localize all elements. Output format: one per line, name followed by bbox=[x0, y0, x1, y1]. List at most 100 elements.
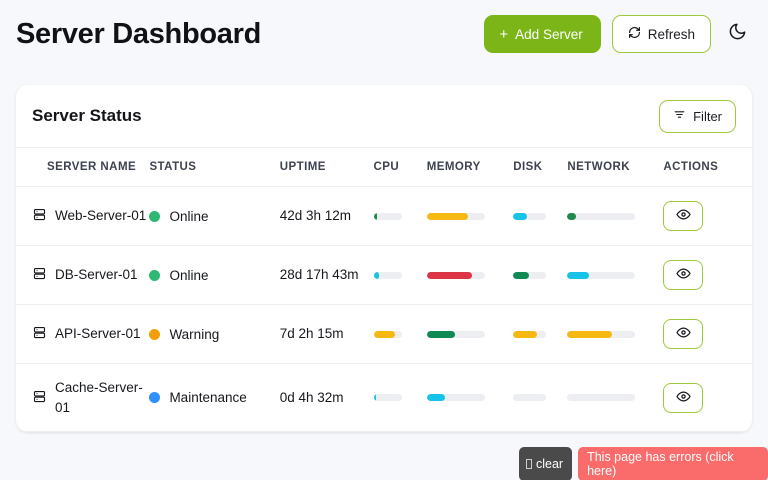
cell-status: Online bbox=[149, 186, 280, 246]
cell-network bbox=[567, 245, 664, 305]
progress-track bbox=[373, 212, 402, 220]
server-icon bbox=[32, 207, 47, 225]
cell-network bbox=[567, 186, 664, 246]
progress-fill bbox=[426, 212, 469, 220]
cell-status: Maintenance bbox=[149, 363, 280, 433]
cell-actions bbox=[663, 363, 752, 433]
table-header-row: SERVER NAME STATUS UPTIME CPU MEMORY DIS… bbox=[16, 147, 752, 187]
servers-table: SERVER NAME STATUS UPTIME CPU MEMORY DIS… bbox=[16, 147, 752, 433]
cell-uptime: 7d 2h 15m bbox=[279, 304, 374, 364]
cell-disk bbox=[513, 245, 568, 305]
add-server-button[interactable]: + Add Server bbox=[484, 15, 601, 53]
table-row[interactable]: API-Server-01 Warning 7d 2h 15m bbox=[16, 304, 752, 364]
column-header-disk: DISK bbox=[513, 147, 568, 187]
progress-track bbox=[373, 271, 402, 279]
cell-server-name: API-Server-01 bbox=[16, 304, 150, 364]
table-row[interactable]: Cache-Server-01 Maintenance 0d 4h 32m bbox=[16, 363, 752, 433]
progress-fill bbox=[373, 271, 380, 279]
cell-actions bbox=[663, 245, 752, 305]
progress-fill bbox=[373, 212, 378, 220]
cell-disk bbox=[513, 186, 568, 246]
card-title: Server Status bbox=[32, 106, 142, 125]
column-header-memory: MEMORY bbox=[426, 147, 514, 187]
cell-actions bbox=[663, 304, 752, 364]
status-dot bbox=[149, 392, 161, 404]
refresh-icon bbox=[628, 26, 641, 42]
progress-track bbox=[513, 394, 547, 402]
cell-status: Online bbox=[149, 245, 280, 305]
error-clear-button[interactable]: clear bbox=[519, 447, 573, 480]
theme-toggle-button[interactable] bbox=[722, 19, 752, 49]
column-header-cpu: CPU bbox=[373, 147, 427, 187]
status-label: Warning bbox=[169, 326, 220, 342]
progress-track bbox=[567, 212, 636, 220]
cell-cpu bbox=[373, 245, 427, 305]
status-label: Maintenance bbox=[169, 390, 247, 406]
uptime-text: 42d 3h 12m bbox=[279, 208, 352, 224]
cell-network bbox=[567, 304, 664, 364]
table-body: Web-Server-01 Online 42d 3h 12m DB-Server-0… bbox=[16, 186, 752, 433]
column-header-server-name: SERVER NAME bbox=[16, 147, 150, 187]
view-server-button[interactable] bbox=[663, 260, 704, 290]
progress-fill bbox=[426, 271, 472, 279]
progress-track bbox=[513, 212, 547, 220]
status-label: Online bbox=[169, 267, 209, 283]
column-header-actions: ACTIONS bbox=[663, 147, 752, 187]
error-message-button[interactable]: This page has errors (click here) bbox=[578, 447, 768, 480]
card-header: Server Status Filter bbox=[16, 85, 752, 147]
cell-cpu bbox=[373, 363, 427, 433]
progress-track bbox=[513, 271, 547, 279]
view-server-button[interactable] bbox=[663, 319, 704, 349]
view-server-button[interactable] bbox=[663, 382, 704, 413]
status-dot bbox=[149, 269, 161, 281]
table-row[interactable]: DB-Server-01 Online 28d 17h 43m bbox=[16, 245, 752, 305]
refresh-button[interactable]: Refresh bbox=[611, 15, 711, 53]
progress-fill bbox=[513, 271, 530, 279]
plus-icon: + bbox=[499, 25, 509, 43]
status-label: Online bbox=[169, 208, 209, 224]
view-server-button[interactable] bbox=[663, 201, 704, 231]
progress-track bbox=[373, 330, 402, 338]
cell-server-name: DB-Server-01 bbox=[16, 245, 150, 305]
server-status-card: Server Status Filter SERVER N bbox=[16, 85, 752, 433]
progress-fill bbox=[426, 394, 445, 402]
progress-track bbox=[426, 330, 485, 338]
column-header-uptime: UPTIME bbox=[279, 147, 374, 187]
table-row[interactable]: Web-Server-01 Online 42d 3h 12m bbox=[16, 186, 752, 246]
server-name-text: DB-Server-01 bbox=[55, 267, 138, 283]
cell-uptime: 42d 3h 12m bbox=[279, 186, 374, 246]
progress-track bbox=[426, 271, 485, 279]
progress-fill bbox=[373, 330, 396, 338]
progress-fill bbox=[373, 394, 377, 402]
progress-track bbox=[567, 271, 636, 279]
progress-fill bbox=[567, 330, 612, 338]
server-name-text: Cache-Server-01 bbox=[55, 380, 143, 415]
cell-network bbox=[567, 363, 664, 433]
progress-fill bbox=[426, 330, 455, 338]
cell-memory bbox=[426, 186, 514, 246]
progress-track bbox=[373, 394, 402, 402]
eye-icon bbox=[676, 389, 691, 407]
cell-server-name: Cache-Server-01 bbox=[16, 363, 150, 433]
filter-icon bbox=[673, 108, 686, 124]
refresh-label: Refresh bbox=[647, 26, 695, 42]
eye-icon bbox=[676, 266, 691, 284]
error-clear-label: clear bbox=[536, 457, 564, 471]
cell-memory bbox=[426, 363, 514, 433]
cell-uptime: 28d 17h 43m bbox=[279, 245, 374, 305]
status-dot bbox=[149, 210, 161, 222]
eye-icon bbox=[676, 325, 691, 343]
missing-glyph-icon bbox=[526, 459, 532, 469]
error-overlay: clear This page has errors (click here) bbox=[519, 447, 768, 480]
top-bar: Server Dashboard + Add Server Refresh bbox=[0, 0, 768, 68]
uptime-text: 28d 17h 43m bbox=[279, 267, 359, 283]
filter-button[interactable]: Filter bbox=[659, 99, 736, 133]
status-dot bbox=[149, 328, 161, 340]
progress-fill bbox=[567, 271, 590, 279]
cell-status: Warning bbox=[149, 304, 280, 364]
cell-cpu bbox=[373, 304, 427, 364]
progress-track bbox=[567, 394, 636, 402]
server-name-text: Web-Server-01 bbox=[55, 208, 147, 224]
top-bar-actions: + Add Server Refresh bbox=[484, 15, 752, 53]
